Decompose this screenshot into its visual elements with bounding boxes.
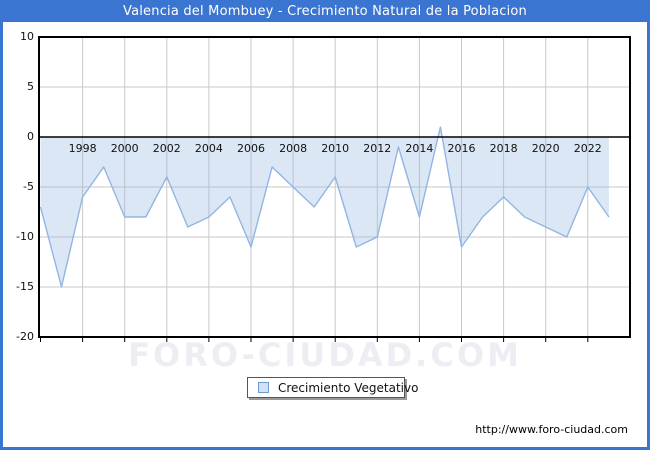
legend-marker-icon: [258, 382, 269, 393]
x-axis-label: 2008: [279, 142, 308, 155]
x-axis-label: 2006: [237, 142, 265, 155]
y-axis-label: -5: [23, 180, 34, 193]
x-axis-label: 2020: [531, 142, 560, 155]
x-axis-label: 2010: [321, 142, 350, 155]
legend-label: Crecimiento Vegetativo: [278, 380, 419, 395]
legend: Crecimiento Vegetativo: [247, 377, 418, 398]
x-axis-label: 2000: [110, 142, 139, 155]
x-axis-label: 1998: [68, 142, 97, 155]
x-axis-label: 2002: [152, 142, 181, 155]
x-axis-label: 2014: [405, 142, 434, 155]
x-axis-label: 2022: [573, 142, 602, 155]
watermark: FORO-CIUDAD.COM: [128, 336, 522, 374]
footer-url-link[interactable]: http://www.foro-ciudad.com: [475, 423, 628, 436]
y-axis-label: -15: [16, 280, 34, 293]
x-axis-label: 2016: [447, 142, 476, 155]
x-axis-label: 2018: [489, 142, 518, 155]
y-axis-label: 5: [27, 80, 34, 93]
y-axis-label: -20: [16, 330, 34, 343]
x-axis-label: 2004: [194, 142, 223, 155]
title-bar: Valencia del Mombuey - Crecimiento Natur…: [0, 0, 650, 22]
y-axis-label: 10: [20, 30, 34, 43]
window-title: Valencia del Mombuey - Crecimiento Natur…: [123, 3, 527, 19]
y-axis-label: 0: [27, 130, 34, 143]
x-axis-label: 2012: [363, 142, 392, 155]
y-axis-label: -10: [16, 230, 34, 243]
